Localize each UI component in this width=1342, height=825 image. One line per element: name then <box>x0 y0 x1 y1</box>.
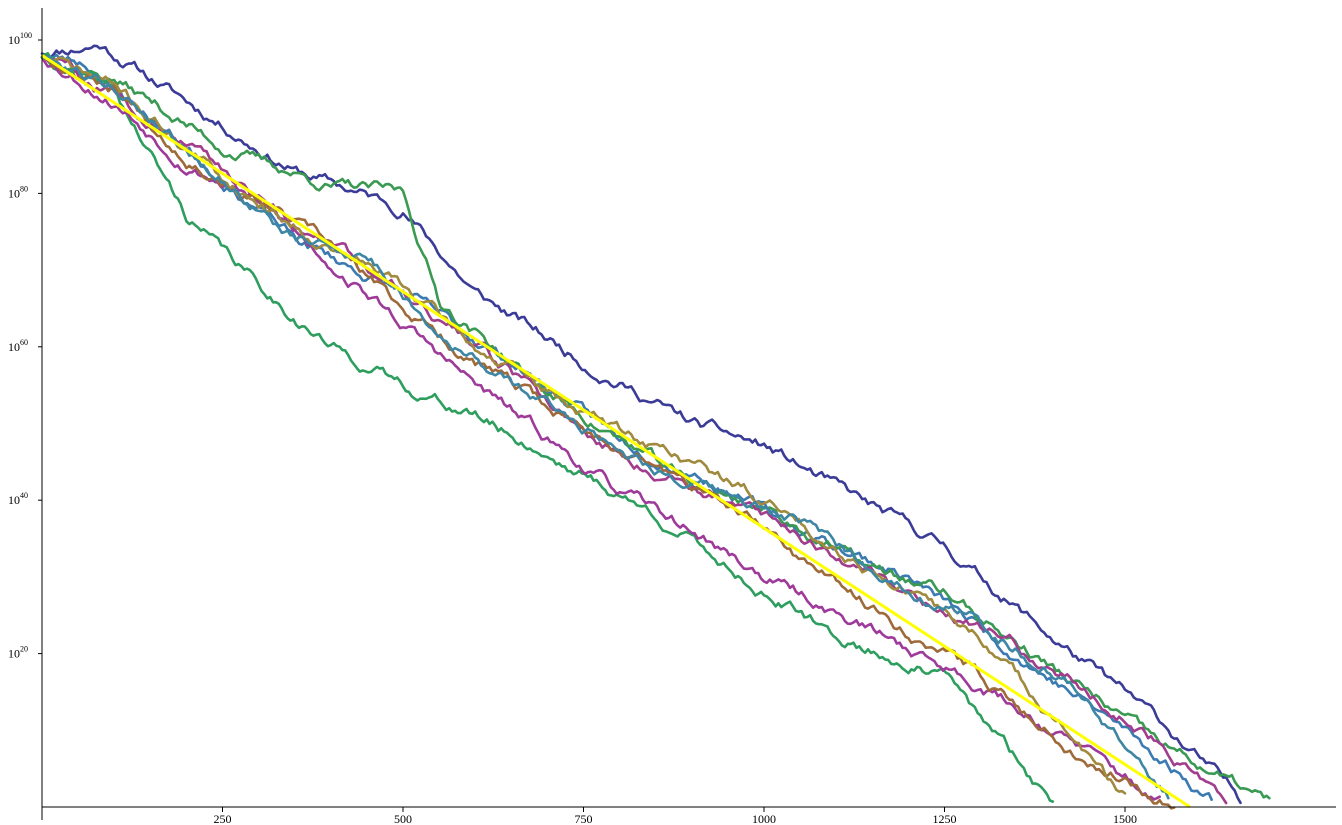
y-tick-label: 1060 <box>8 338 28 354</box>
tick-labels: 250 500 750 1000 1250 1500 1020 1040 1060 1080 101… <box>8 31 1137 825</box>
x-tick-label: 1250 <box>933 812 957 825</box>
series-line-7 <box>40 55 1176 810</box>
reference-trend-line <box>41 54 1191 809</box>
x-tick-label: 1500 <box>1113 812 1137 825</box>
x-tick-label: 750 <box>575 812 593 825</box>
y-tick-label: 10100 <box>8 31 32 47</box>
x-tick-label: 250 <box>214 812 232 825</box>
axes <box>41 8 1336 820</box>
y-tick-label: 1020 <box>8 645 28 661</box>
series-line-9 <box>40 54 1170 800</box>
y-tick-label: 1080 <box>8 184 28 200</box>
series-line-2 <box>40 53 1213 802</box>
series-line-1 <box>40 44 1242 805</box>
series-line-6 <box>40 55 1228 805</box>
y-tick-label: 1040 <box>8 491 28 507</box>
x-tick-label: 500 <box>394 812 412 825</box>
series-line-4 <box>40 51 1055 803</box>
series-line-3 <box>40 55 1271 800</box>
series-layer <box>40 44 1271 810</box>
reference-line-layer <box>41 54 1191 809</box>
x-tick-label: 1000 <box>752 812 776 825</box>
